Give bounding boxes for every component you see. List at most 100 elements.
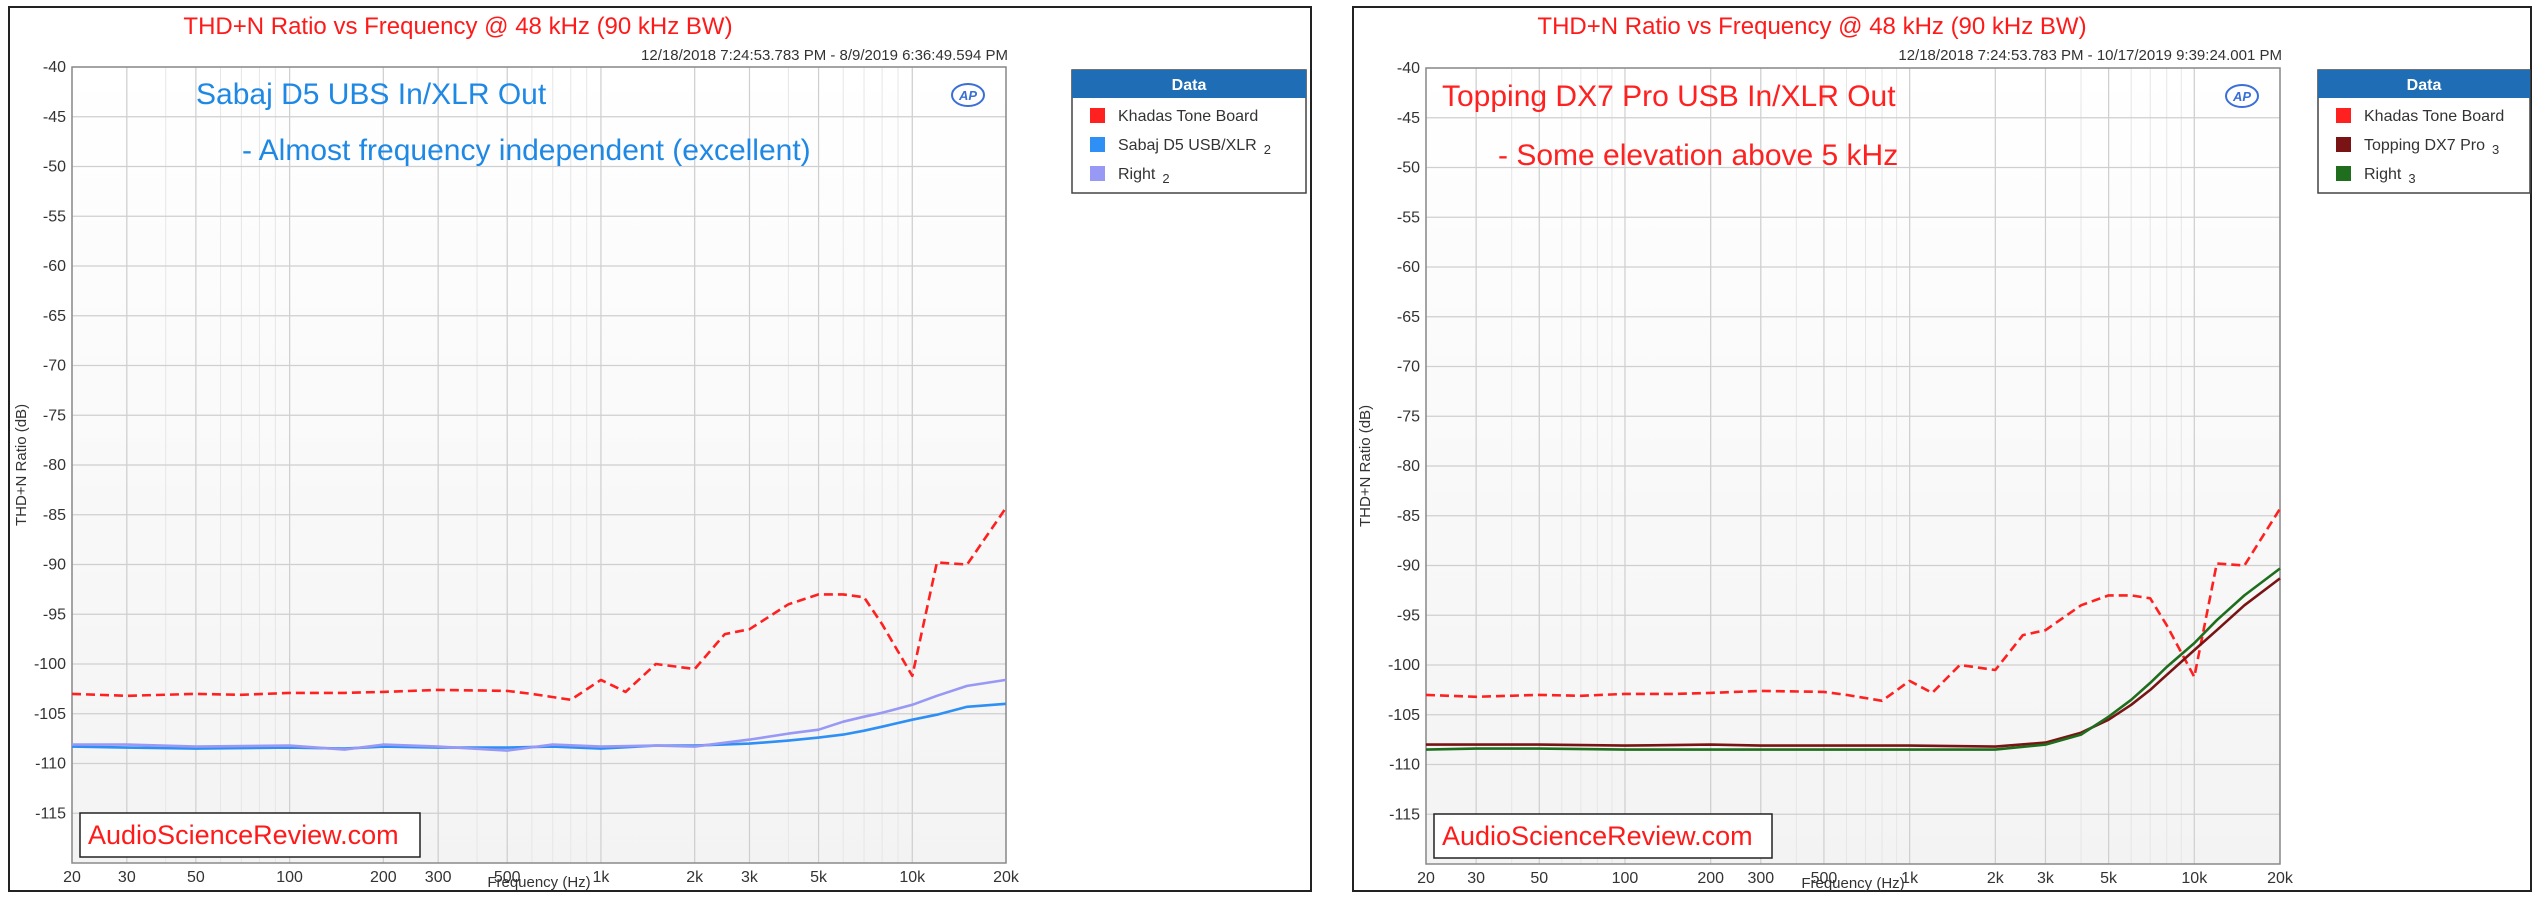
x-tick-label: 500 bbox=[494, 869, 521, 886]
data-point bbox=[881, 623, 883, 625]
y-tick-label: -95 bbox=[1397, 607, 1420, 624]
data-point bbox=[2108, 595, 2110, 597]
data-point bbox=[911, 719, 913, 721]
data-point bbox=[863, 716, 865, 718]
data-point bbox=[1624, 745, 1626, 747]
y-tick-label: -105 bbox=[1388, 707, 1420, 724]
data-point bbox=[2166, 666, 2168, 668]
y-tick-label: -105 bbox=[34, 706, 66, 723]
legend-swatch bbox=[2336, 137, 2351, 152]
data-point bbox=[1760, 690, 1762, 692]
data-point bbox=[2130, 704, 2132, 706]
data-point bbox=[344, 692, 346, 694]
legend-label-suffix: 3 bbox=[2492, 142, 2499, 157]
data-point bbox=[2194, 642, 2196, 644]
data-point bbox=[1538, 748, 1540, 750]
x-tick-label: 20 bbox=[1417, 870, 1435, 887]
data-point bbox=[506, 690, 508, 692]
data-point bbox=[842, 594, 844, 596]
x-tick-label: 2k bbox=[1987, 870, 2005, 887]
data-point bbox=[2244, 595, 2246, 597]
data-point bbox=[724, 633, 726, 635]
y-tick-label: -95 bbox=[43, 606, 66, 623]
data-point bbox=[437, 689, 439, 691]
chart-svg-sabaj: THD+N Ratio vs Frequency @ 48 kHz (90 kH… bbox=[13, 13, 1307, 891]
series-line bbox=[1425, 567, 2281, 751]
series-line bbox=[72, 678, 1007, 752]
y-tick-label: -100 bbox=[1388, 657, 1420, 674]
data-point bbox=[241, 694, 243, 696]
data-point bbox=[1823, 691, 1825, 693]
data-point bbox=[71, 693, 73, 695]
legend-label: Khadas Tone Board bbox=[1118, 108, 1258, 125]
data-point bbox=[936, 714, 938, 716]
data-point bbox=[2244, 565, 2246, 567]
data-point bbox=[2216, 563, 2218, 565]
data-point bbox=[1005, 507, 1007, 509]
legend-label-suffix: 3 bbox=[2408, 171, 2415, 186]
data-point bbox=[1624, 693, 1626, 695]
y-tick-label: -85 bbox=[1397, 508, 1420, 525]
data-point bbox=[506, 750, 508, 752]
ap-logo-icon bbox=[2225, 84, 2259, 108]
data-point bbox=[936, 562, 938, 564]
data-point bbox=[289, 745, 291, 747]
x-axis-label: Frequency (Hz) bbox=[1801, 875, 1904, 892]
annotation-line-1: Sabaj D5 UBS In/XLR Out bbox=[196, 78, 547, 111]
data-point bbox=[749, 739, 751, 741]
x-tick-label: 300 bbox=[1747, 870, 1774, 887]
x-tick-label: 2k bbox=[686, 869, 704, 886]
data-point bbox=[600, 746, 602, 748]
data-point bbox=[694, 746, 696, 748]
data-point bbox=[1710, 692, 1712, 694]
y-axis-label: THD+N Ratio (dB) bbox=[1357, 405, 1374, 527]
data-point bbox=[936, 695, 938, 697]
data-point bbox=[570, 699, 572, 701]
data-point bbox=[1425, 749, 1427, 751]
legend-label: Sabaj D5 USB/XLR 2 bbox=[1118, 137, 1271, 157]
data-point bbox=[71, 746, 73, 748]
data-point bbox=[289, 747, 291, 749]
data-point bbox=[2149, 689, 2151, 691]
data-point bbox=[1881, 700, 1883, 702]
watermark-text: AudioScienceReview.com bbox=[88, 820, 399, 850]
x-tick-label: 10k bbox=[899, 869, 926, 886]
data-point bbox=[2108, 716, 2110, 718]
legend-swatch bbox=[1090, 166, 1105, 181]
data-point bbox=[506, 747, 508, 749]
data-point bbox=[1995, 749, 1997, 751]
chart-panel-sabaj: THD+N Ratio vs Frequency @ 48 kHz (90 kH… bbox=[8, 6, 1312, 892]
data-point bbox=[842, 734, 844, 736]
y-tick-label: -80 bbox=[1397, 458, 1420, 475]
data-point bbox=[2045, 744, 2047, 746]
data-point bbox=[966, 706, 968, 708]
ap-logo-text: AP bbox=[958, 88, 977, 103]
y-tick-label: -60 bbox=[1397, 259, 1420, 276]
plot-frame bbox=[1425, 67, 2281, 865]
data-point bbox=[1909, 745, 1911, 747]
data-point bbox=[1538, 744, 1540, 746]
data-point bbox=[1425, 744, 1427, 746]
data-point bbox=[195, 746, 197, 748]
y-tick-label: -40 bbox=[43, 59, 66, 76]
legend-label: Topping DX7 Pro 3 bbox=[2364, 137, 2499, 157]
y-tick-label: -45 bbox=[1397, 110, 1420, 127]
data-point bbox=[1674, 693, 1676, 695]
x-tick-label: 100 bbox=[1612, 870, 1639, 887]
series-line bbox=[1426, 577, 2281, 748]
x-tick-label: 300 bbox=[425, 869, 452, 886]
data-point bbox=[1823, 749, 1825, 751]
x-tick-label: 20k bbox=[2267, 870, 2294, 887]
y-tick-label: -60 bbox=[43, 258, 66, 275]
data-point bbox=[818, 737, 820, 739]
data-point bbox=[2194, 649, 2196, 651]
data-point bbox=[1931, 692, 1933, 694]
x-tick-label: 50 bbox=[187, 869, 205, 886]
x-tick-label: 3k bbox=[741, 869, 759, 886]
legend-swatch bbox=[1090, 108, 1105, 123]
y-tick-label: -110 bbox=[1389, 757, 1420, 774]
y-tick-label: -70 bbox=[43, 358, 66, 375]
data-point bbox=[289, 692, 291, 694]
annotation-line-1: Topping DX7 Pro USB In/XLR Out bbox=[1442, 80, 1896, 113]
y-tick-label: -50 bbox=[43, 159, 66, 176]
